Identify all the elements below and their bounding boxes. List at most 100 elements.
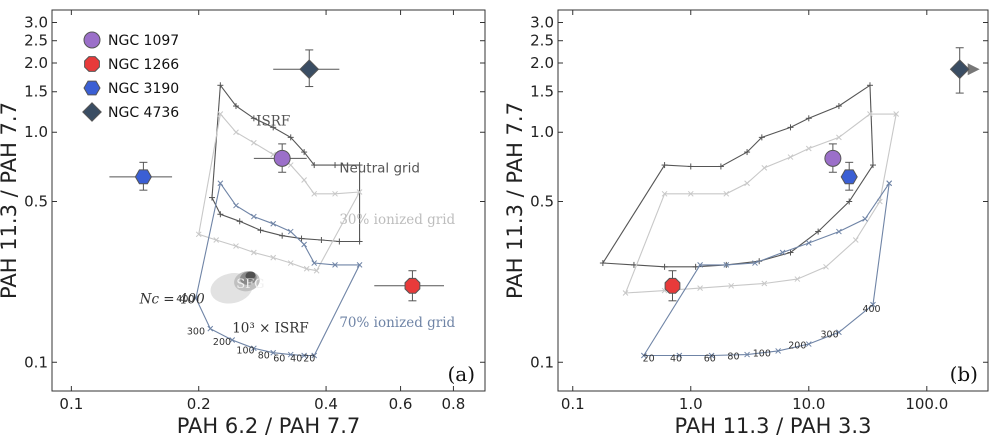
x-marker-b <box>311 190 318 197</box>
legend-marker <box>84 56 100 72</box>
30-ionized-grid-lower-point <box>761 280 768 287</box>
70-ionized-grid-left-edge <box>195 183 221 299</box>
annotation-nc-400: Nc = 400 <box>139 292 205 308</box>
neutral-grid-lower-point <box>336 238 343 245</box>
x-axis-label-a: PAH 6.2 / PAH 7.7 <box>177 414 361 438</box>
point-ngc-4736 <box>273 49 340 88</box>
x-tick-label: 0.4 <box>314 395 338 413</box>
nc-label: 200 <box>788 340 806 351</box>
x-marker-b <box>332 262 338 268</box>
neutral-grid-right-edge <box>869 85 874 166</box>
30-ionized-grid-upper-point <box>251 139 257 146</box>
x-marker-b <box>287 228 294 235</box>
marker-ngc-3190 <box>840 169 858 185</box>
x-marker-b <box>761 165 768 171</box>
neutral-grid-lower-point <box>236 218 243 225</box>
point-ngc-4736 <box>949 47 980 94</box>
legend-item-ngc-3190: NGC 3190 <box>83 80 179 97</box>
x-marker-b <box>779 249 786 256</box>
x-tick-label: 1.0 <box>679 395 703 413</box>
70-ionized-grid-lower-point <box>836 329 842 336</box>
70-ionized-grid-upper-point <box>886 180 893 187</box>
neutral-grid-lower-point <box>630 261 637 268</box>
30-ionized-grid-upper-point <box>233 129 239 136</box>
x-marker-b <box>287 260 294 266</box>
30-ionized-grid-upper-point <box>805 145 812 152</box>
neutral-grid-upper-point <box>233 103 240 110</box>
70-ionized-grid-upper-point <box>301 241 307 248</box>
annotation-isrf: ISRF <box>256 113 290 129</box>
30-ionized-grid-lower-point <box>303 265 310 272</box>
70-ionized-grid-lower-point <box>744 351 750 358</box>
legend-item-ngc-1266: NGC 1266 <box>84 56 179 73</box>
neutral-grid-lower-point <box>279 232 286 239</box>
neutral-grid-left-edge <box>602 164 666 264</box>
x-marker-b <box>723 262 730 268</box>
x-marker-b <box>708 352 715 359</box>
x-marker-b <box>787 154 794 160</box>
nc-label: 300 <box>820 330 838 341</box>
x-tick-label: 0.8 <box>441 395 465 413</box>
x-tick-label: 10.0 <box>792 395 825 413</box>
sfg-contour-level-4 <box>245 271 256 280</box>
point-ngc-1097 <box>253 143 307 173</box>
30-ionized-grid-lower-point <box>233 243 239 249</box>
70-ionized-grid-upper-point <box>332 262 338 268</box>
x-marker-b <box>287 162 294 168</box>
galaxy-points-a <box>109 49 445 302</box>
x-marker-b <box>836 228 842 235</box>
x-marker-b <box>836 134 842 141</box>
x-marker-b <box>876 198 883 205</box>
nc-label: 40 <box>670 353 682 364</box>
neutral-grid-upper-point <box>687 163 694 170</box>
70-ionized-grid-upper-point <box>270 220 277 227</box>
x-marker-b <box>852 237 859 243</box>
neutral-grid-upper-point <box>758 134 765 141</box>
70-ionized-grid-right-edge <box>313 264 361 356</box>
neutral-grid-upper-point <box>301 149 308 156</box>
x-tick-label: 100.0 <box>905 395 948 413</box>
70-ionized-grid-upper-point <box>723 262 730 268</box>
plot-frame-a <box>51 9 486 392</box>
30-ionized-grid-left-edge <box>625 193 666 294</box>
nc-label: 20 <box>643 353 655 364</box>
70-ionized-grid-lower-line <box>643 183 890 357</box>
panel-a: 400 300 200 100 80 60 40 20 ISRF Neutral grid 30%… <box>0 9 486 438</box>
x-marker-b <box>805 145 812 152</box>
x-axis-label-b: PAH 11.3 / PAH 3.3 <box>675 414 872 438</box>
x-marker-b <box>728 282 735 289</box>
30-ionized-grid-upper-point <box>287 162 294 168</box>
neutral-grid-upper-point <box>835 103 842 110</box>
y-tick-label: 1.5 <box>530 83 554 101</box>
x-marker-b <box>287 351 294 358</box>
y-ticks-b: 0.1 0.5 1.0 1.5 2.0 2.53.0 <box>530 14 988 371</box>
y-tick-label: 1.0 <box>24 123 48 141</box>
annotations-a: ISRF Neutral grid 30% ionized grid 70% ioni… <box>139 113 456 336</box>
y-tick-label: 0.5 <box>24 192 48 210</box>
y-tick-label: 0.1 <box>530 353 554 371</box>
x-marker-b <box>251 213 257 220</box>
annotation-10-isrf: 10³ × ISRF <box>232 320 309 336</box>
30-ionized-grid-lower-point <box>270 254 277 261</box>
70-ionized-grid-lower-line <box>195 297 315 357</box>
x-marker-b <box>870 301 876 308</box>
panel-b: 20 40 60 80 100 200 300 400 0.1 1.0 10.0 100.0 0.1… <box>503 9 989 438</box>
70-ionized-grid-left-edge <box>643 264 701 356</box>
30-ionized-grid-upper-point <box>787 154 794 160</box>
y-tick-label: 2.5 <box>530 32 554 50</box>
legend-item-ngc-4736: NGC 4736 <box>82 102 179 122</box>
nc-label: 80 <box>727 351 739 362</box>
y-tick-label: 0.5 <box>530 192 554 210</box>
legend-marker <box>83 31 101 49</box>
nc-label: 60 <box>704 353 716 364</box>
nc-label: 400 <box>176 294 194 305</box>
70-ionized-grid-lower-point <box>287 351 294 358</box>
marker-ngc-1097 <box>824 149 842 167</box>
neutral-grid-lower-point <box>217 211 224 218</box>
x-marker-b <box>687 190 694 197</box>
70-ionized-grid-lower-point <box>676 352 683 359</box>
annotation-30-ionized-grid: 30% ionized grid <box>339 212 455 228</box>
model-grids-a <box>193 82 363 359</box>
x-marker-b <box>251 249 257 256</box>
70-ionized-grid-lower-point <box>270 349 277 356</box>
